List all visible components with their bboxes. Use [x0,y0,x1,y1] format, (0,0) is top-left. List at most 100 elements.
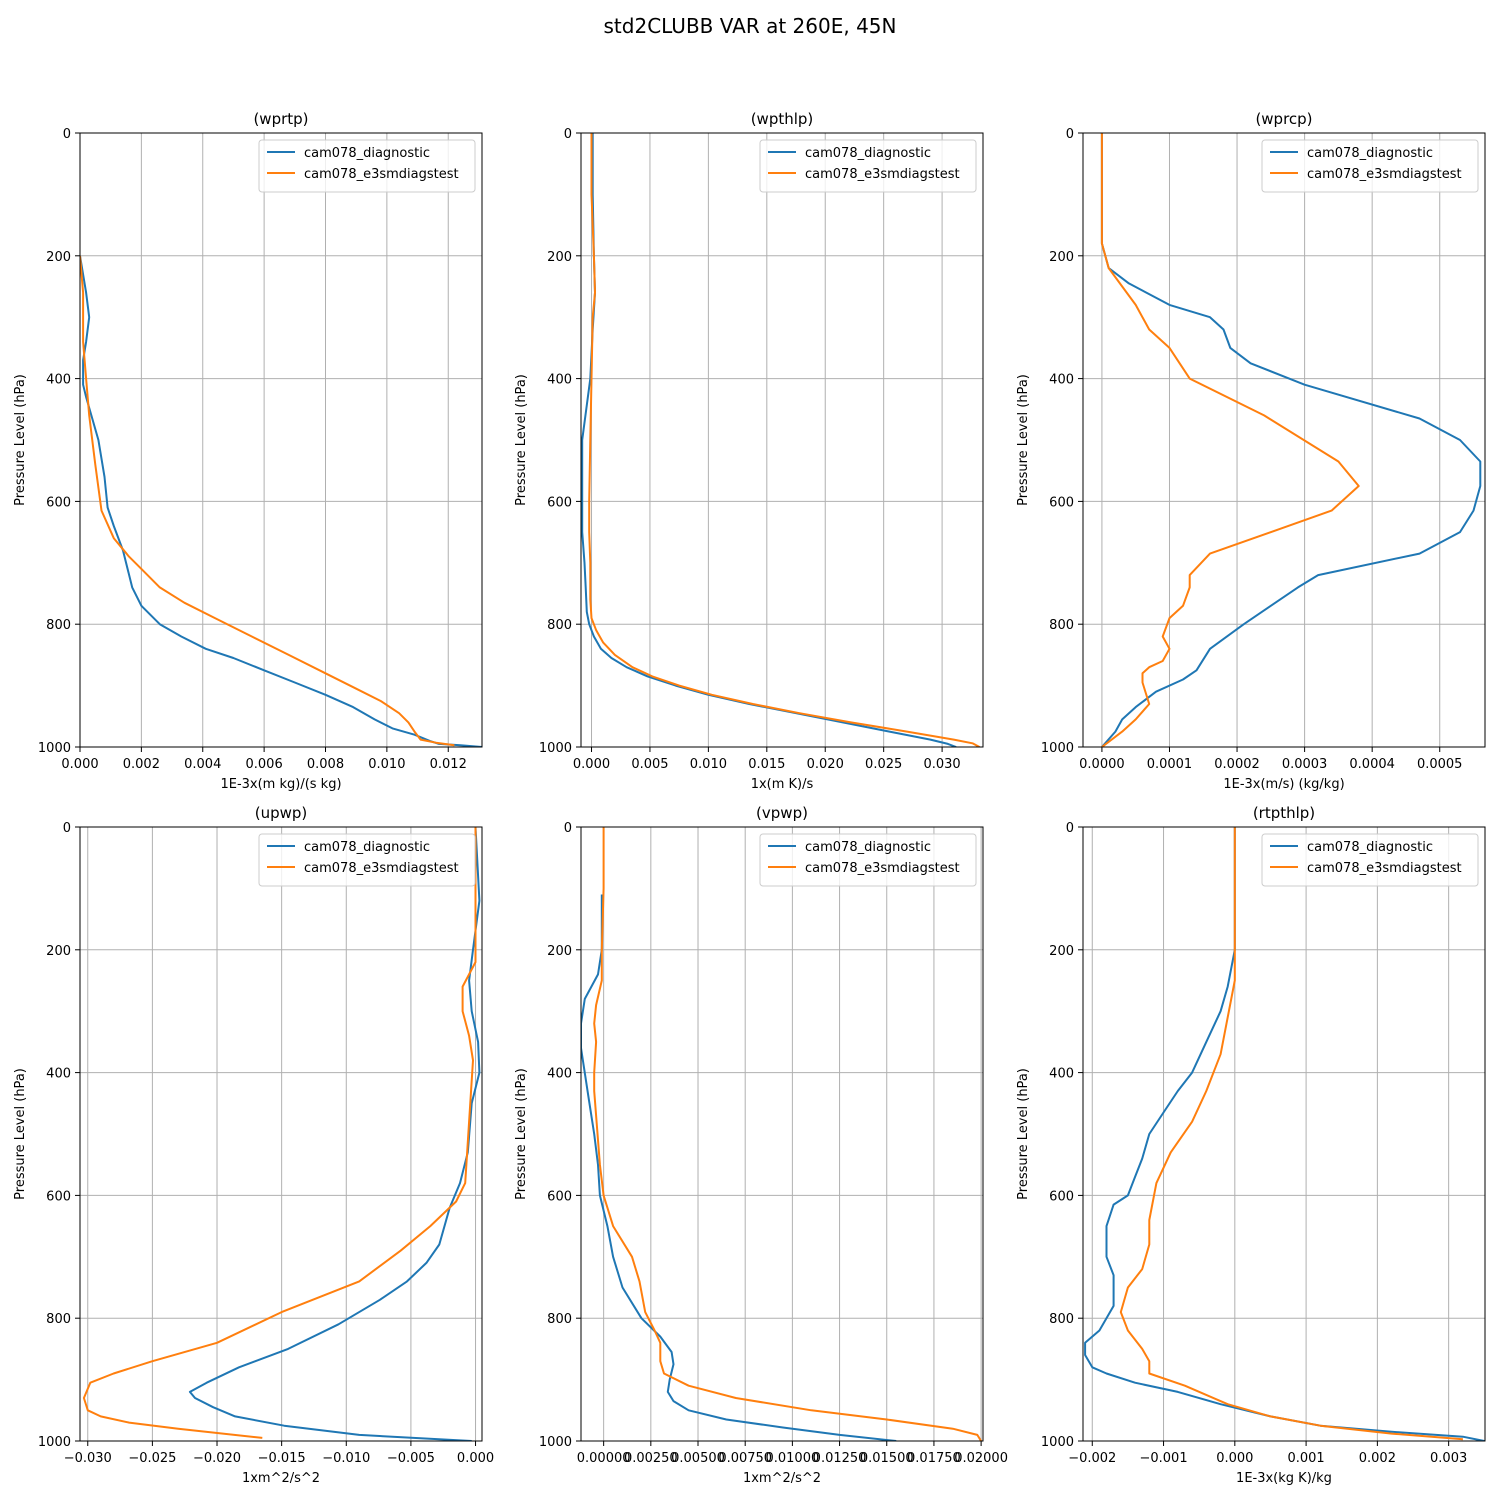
series-line-diagnostic [1084,827,1485,1441]
x-tick-label: −0.001 [1139,1451,1187,1466]
legend: cam078_diagnostic cam078_e3smdiagstest [258,139,476,193]
x-tick-label: 0.030 [923,757,960,772]
x-axis-label: 1E-3x(m/s) (kg/kg) [1223,777,1344,792]
legend: cam078_diagnostic cam078_e3smdiagstest [258,833,476,887]
series-line-e3smdiagstest [80,255,455,747]
series-line-diagnostic [1100,133,1482,747]
subplot-title: (wprtp) [253,110,308,128]
legend-label: cam078_e3smdiagstest [304,861,459,876]
y-tick-label: 0 [564,821,572,836]
subplot-title: (upwp) [255,804,308,822]
y-axis-label: Pressure Level (hPa) [1016,1068,1031,1200]
y-tick-label: 0 [1066,821,1074,836]
x-tick-label: 0.020 [807,757,844,772]
x-tick-label: 0.002 [123,757,160,772]
y-axis-label: Pressure Level (hPa) [514,374,529,506]
x-tick-label: 0.000 [1216,1451,1253,1466]
subplot-rtpthlp: −0.002 −0.001 0.000 0.001 0.002 0.003 0 200 400 6… [1016,804,1486,1486]
x-axis-label: 1xm^2/s^2 [242,1471,320,1486]
legend: cam078_diagnostic cam078_e3smdiagstest [1261,833,1479,887]
x-tick-label: −0.020 [193,1451,241,1466]
y-tick-label: 800 [547,618,572,633]
y-tick-label: 400 [547,373,572,388]
x-tick-label: 0.003 [1430,1451,1467,1466]
y-tick-label: 200 [1049,944,1074,959]
x-axis-label: 1x(m K)/s [751,777,814,792]
x-tick-label: 0.006 [246,757,283,772]
x-tick-label: 0.005 [631,757,668,772]
y-tick-label: 1000 [539,741,572,756]
y-tick-label: 600 [46,495,71,510]
x-tick-label: 0.01250 [813,1451,867,1466]
y-tick-label: 1000 [1041,1435,1074,1450]
series-line-diagnostic [581,894,897,1441]
x-tick-label: 0.000 [457,1451,494,1466]
legend-box [258,139,476,193]
x-tick-label: 0.02000 [954,1451,1008,1466]
series-line-e3smdiagstest [82,827,477,1439]
y-tick-label: 0 [63,821,71,836]
y-tick-label: 800 [1049,618,1074,633]
y-tick-label: 1000 [38,741,71,756]
x-tick-label: 0.001 [1287,1451,1324,1466]
y-axis-label: Pressure Level (hPa) [13,1068,28,1200]
x-tick-label: 0.0002 [1214,757,1260,772]
y-tick-label: 200 [1049,250,1074,265]
x-tick-label: −0.005 [387,1451,435,1466]
subplot-upwp: −0.030 −0.025 −0.020 −0.015 −0.010 −0.005 0.00… [13,804,494,1486]
y-tick-label: 400 [1049,373,1074,388]
x-tick-label: 0.0003 [1282,757,1328,772]
subplot-wprtp: 0.000 0.002 0.004 0.006 0.008 0.010 0.012 0 200 4… [13,110,483,792]
axes-frame [580,826,984,1442]
legend-box [759,833,977,887]
y-tick-label: 600 [547,495,572,510]
x-axis-label: 1xm^2/s^2 [743,1471,821,1486]
axes-frame [79,132,483,748]
x-tick-label: 0.0004 [1349,757,1395,772]
series-line-diagnostic [581,133,957,747]
axes-frame [1082,132,1486,748]
legend-label: cam078_diagnostic [1307,146,1433,161]
y-tick-label: 1000 [38,1435,71,1450]
y-tick-label: 400 [547,1067,572,1082]
axes-frame [1082,826,1486,1442]
subplot-title: (vpwp) [756,804,808,822]
y-tick-label: 600 [1049,495,1074,510]
y-tick-label: 400 [46,373,71,388]
series-line-diagnostic [188,827,481,1441]
legend: cam078_diagnostic cam078_e3smdiagstest [759,139,977,193]
x-tick-label: 0.00750 [718,1451,772,1466]
y-axis-label: Pressure Level (hPa) [13,374,28,506]
y-tick-label: 0 [564,127,572,142]
legend-label: cam078_e3smdiagstest [1307,861,1462,876]
y-tick-label: 1000 [539,1435,572,1450]
x-tick-label: 0.01000 [765,1451,819,1466]
x-tick-label: 0.010 [368,757,405,772]
legend-label: cam078_diagnostic [805,146,931,161]
x-tick-label: 0.01750 [907,1451,961,1466]
y-tick-label: 0 [1066,127,1074,142]
x-tick-label: 0.025 [865,757,902,772]
y-tick-label: 200 [46,250,71,265]
subplot-title: (rtpthlp) [1253,804,1315,822]
y-axis-label: Pressure Level (hPa) [1016,374,1031,506]
y-tick-label: 1000 [1041,741,1074,756]
legend-box [258,833,476,887]
legend-label: cam078_diagnostic [304,840,430,855]
x-tick-label: 0.012 [430,757,467,772]
y-tick-label: 800 [46,618,71,633]
legend-label: cam078_diagnostic [805,840,931,855]
axes-frame [79,826,483,1442]
x-axis-label: 1E-3x(m kg)/(s kg) [220,777,341,792]
legend: cam078_diagnostic cam078_e3smdiagstest [1261,139,1479,193]
x-tick-label: 0.010 [690,757,727,772]
series-line-e3smdiagstest [588,133,980,747]
subplot-wpthlp: 0.000 0.005 0.010 0.015 0.020 0.025 0.030 0 200 4… [514,110,984,792]
x-tick-label: −0.002 [1068,1451,1116,1466]
y-tick-label: 0 [63,127,71,142]
y-tick-label: 600 [46,1189,71,1204]
y-tick-label: 800 [1049,1312,1074,1327]
series-line-e3smdiagstest [1100,133,1360,747]
